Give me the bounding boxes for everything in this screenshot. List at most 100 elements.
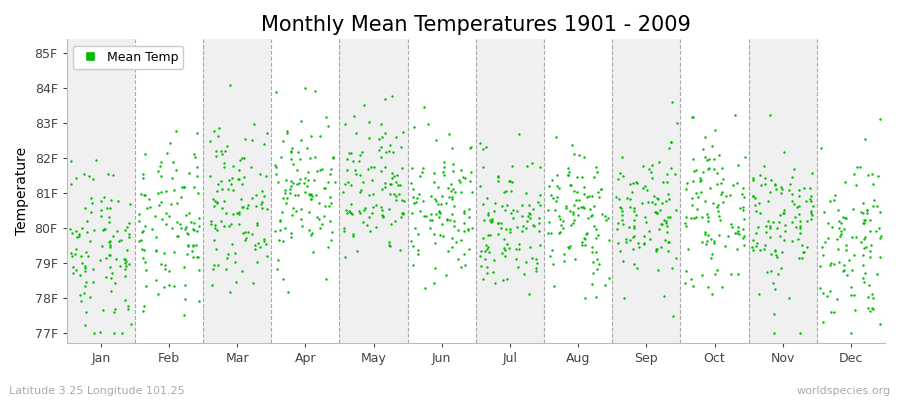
Point xyxy=(120,247,134,254)
Point xyxy=(284,178,299,184)
Point xyxy=(662,238,676,245)
Point xyxy=(836,267,850,274)
Point xyxy=(104,252,118,258)
Point xyxy=(698,198,712,204)
Point xyxy=(823,288,837,294)
Point xyxy=(701,166,716,172)
Point xyxy=(777,237,791,244)
Point xyxy=(643,236,657,242)
Point xyxy=(413,208,428,214)
Bar xyxy=(476,39,544,343)
Point xyxy=(379,149,393,155)
Point xyxy=(276,276,291,282)
Point xyxy=(231,209,246,215)
Point xyxy=(135,229,149,235)
Point xyxy=(451,227,465,234)
Point xyxy=(283,186,297,192)
Point xyxy=(367,164,382,170)
Bar xyxy=(271,39,339,343)
Point xyxy=(100,205,114,212)
Point xyxy=(278,190,293,196)
Point xyxy=(428,196,443,202)
Point xyxy=(121,302,135,309)
Point xyxy=(211,261,225,268)
Point xyxy=(355,149,369,155)
Point xyxy=(159,188,174,195)
Point xyxy=(687,167,701,174)
Point xyxy=(669,254,683,261)
Point xyxy=(778,228,792,234)
Point xyxy=(137,192,151,198)
Point xyxy=(64,249,78,256)
Point xyxy=(284,234,298,240)
Point xyxy=(705,250,719,257)
Point xyxy=(553,228,567,235)
Point xyxy=(83,294,97,301)
Point xyxy=(364,164,378,170)
Point xyxy=(680,268,694,274)
Point xyxy=(847,252,861,258)
Point xyxy=(362,192,376,198)
Point xyxy=(698,134,712,140)
Point xyxy=(616,154,630,160)
Point xyxy=(694,214,708,220)
Point xyxy=(612,204,626,210)
Point xyxy=(710,181,724,187)
Point xyxy=(115,329,130,336)
Point xyxy=(696,169,710,176)
Point xyxy=(280,129,294,136)
Point xyxy=(533,202,547,208)
Point xyxy=(698,229,712,235)
Point xyxy=(276,138,291,144)
Point xyxy=(139,223,153,229)
Point xyxy=(544,192,558,198)
Point xyxy=(321,244,336,250)
Point xyxy=(113,263,128,269)
Point xyxy=(589,234,603,241)
Point xyxy=(407,200,421,206)
Point xyxy=(494,224,508,231)
Point xyxy=(177,296,192,302)
Point xyxy=(815,290,830,296)
Point xyxy=(557,258,572,264)
Point xyxy=(232,210,247,217)
Point xyxy=(352,158,366,164)
Point xyxy=(868,228,883,234)
Point xyxy=(382,148,396,155)
Point xyxy=(522,210,536,216)
Point xyxy=(349,171,364,177)
Point xyxy=(703,184,717,191)
Point xyxy=(220,210,234,216)
Point xyxy=(685,195,699,202)
Point xyxy=(285,205,300,211)
Point xyxy=(104,275,118,281)
Point xyxy=(792,329,806,336)
Point xyxy=(105,172,120,179)
Point xyxy=(758,174,772,181)
Point xyxy=(158,284,172,290)
Point xyxy=(211,133,225,139)
Point xyxy=(202,173,217,179)
Point xyxy=(235,268,249,274)
Point xyxy=(645,175,660,181)
Point xyxy=(580,231,594,238)
Point xyxy=(797,184,812,191)
Point xyxy=(210,188,224,194)
Point xyxy=(65,230,79,237)
Point xyxy=(616,217,630,224)
Point xyxy=(515,213,529,219)
Point xyxy=(526,222,540,228)
Point xyxy=(454,166,468,173)
Point xyxy=(78,265,93,271)
Point xyxy=(417,104,431,110)
Point xyxy=(280,195,294,202)
Point xyxy=(559,204,573,211)
Point xyxy=(427,231,441,238)
Point xyxy=(210,199,224,205)
Point xyxy=(477,217,491,223)
Point xyxy=(192,298,206,304)
Point xyxy=(66,269,80,276)
Point xyxy=(69,245,84,252)
Point xyxy=(856,252,870,258)
Point xyxy=(293,137,308,143)
